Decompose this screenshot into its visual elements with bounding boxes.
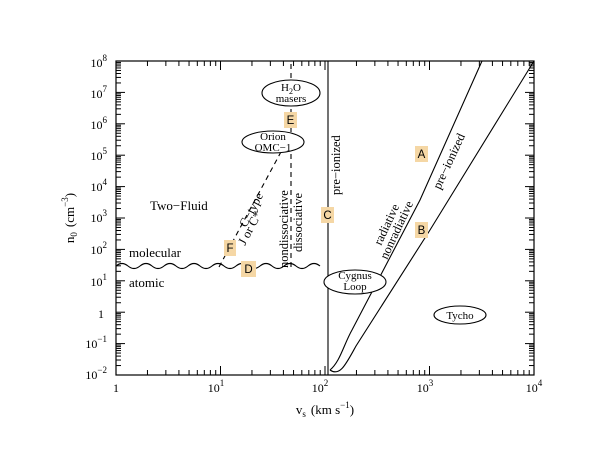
orion-label: Orion [260, 131, 286, 143]
tycho-ellipse [433, 305, 487, 325]
marker-d-label: D [244, 264, 252, 276]
axis-ticks [115, 60, 535, 376]
y-tick-label: 101 [91, 272, 108, 289]
y-tick-label: 106 [91, 115, 108, 132]
atomic-label: atomic [129, 275, 165, 290]
tycho-label: Tycho [446, 310, 474, 322]
marker-c-label: C [323, 210, 331, 222]
x-tick-label: 102 [312, 378, 329, 395]
marker-f-label: F [226, 243, 233, 255]
marker-a-label: A [418, 149, 426, 161]
y-tick-label: 107 [91, 84, 108, 101]
pre-ionized-right-label: pre−ionized [430, 130, 468, 191]
y-tick-label: 10−2 [85, 365, 107, 382]
marker-b: B [415, 222, 428, 238]
marker-c: C [321, 207, 334, 223]
x-tick-label: 1 [113, 381, 119, 395]
cygnus-loop-ellipse [323, 269, 387, 295]
marker-f: F [224, 240, 236, 256]
radiative-wedge-left [329, 60, 483, 371]
molecular-label: molecular [129, 245, 182, 260]
y-tick-label: 108 [91, 53, 108, 70]
x-tick-label: 103 [417, 378, 434, 395]
marker-d: D [241, 261, 256, 277]
marker-e-label: E [287, 115, 295, 127]
cygnus-loop-label-2: Loop [343, 281, 367, 293]
nondissociative-label: nondissociative [277, 190, 291, 268]
marker-a: A [415, 146, 428, 162]
x-tick-labels: 1 101 102 103 104 [113, 378, 543, 395]
y-tick-labels: 10−2 10−1 1 101 102 103 104 105 106 107 … [85, 53, 107, 382]
h2o-masers-label: H2O [281, 82, 301, 96]
radiative-wedge-right [329, 60, 535, 373]
marker-b-label: B [418, 225, 426, 237]
y-axis-title: n0(cm−3) [60, 193, 79, 243]
molecular-atomic-wavy-boundary [115, 262, 321, 270]
h2o-masers-label-2: masers [276, 93, 307, 105]
y-tick-label: 105 [91, 146, 108, 163]
y-tick-label: 103 [91, 208, 108, 225]
x-tick-label: 101 [208, 378, 225, 395]
h2o-masers-ellipse [261, 79, 321, 107]
orion-label-2: OMC−1 [255, 142, 292, 154]
x-tick-label: 104 [526, 378, 543, 395]
marker-e: E [284, 112, 297, 128]
orion-ellipse [241, 130, 305, 154]
y-tick-label: 10−1 [85, 334, 107, 351]
x-axis-title: vs (km s−1) [296, 400, 354, 419]
pre-ionized-left-label: pre−ionized [329, 134, 343, 195]
dissociative-label: dissociative [291, 193, 305, 252]
y-tick-label: 102 [91, 240, 108, 257]
two-fluid-label: Two−Fluid [150, 198, 208, 213]
y-tick-label: 1 [98, 307, 104, 321]
cygnus-loop-label: Cygnus [338, 270, 372, 282]
y-tick-label: 104 [91, 177, 108, 194]
